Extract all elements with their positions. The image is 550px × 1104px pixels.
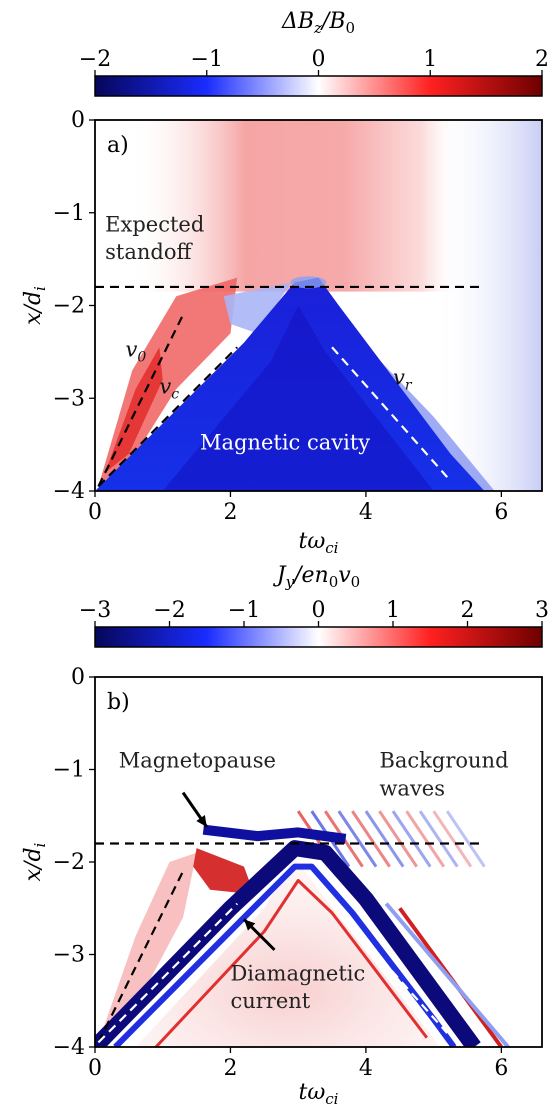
annotation: Magnetic cavity	[200, 430, 370, 454]
arrow-head	[196, 814, 207, 827]
annotation: waves	[379, 776, 445, 800]
x-tick-label: 0	[88, 1056, 102, 1081]
colorbar-tick-label: 2	[535, 47, 549, 72]
colorbar-b-gradient	[94, 626, 543, 648]
y-tick-label: −4	[53, 1035, 85, 1060]
panel-b: −3 −2 −1 0 1 2 3 Jy/en0v0 0 2 4 6 0 −1 −2 −3 −4 b) Mag…	[21, 563, 549, 1104]
y-tick-label: −1	[53, 758, 85, 783]
line-label: vc	[159, 375, 179, 403]
y-tick-label: −3	[53, 943, 85, 968]
panel-label-b: b)	[107, 690, 130, 715]
y-tick-label: −2	[53, 294, 85, 319]
line-label: v0	[125, 338, 146, 366]
y-tick-label: −3	[53, 386, 85, 411]
colorbar-tick-label: 3	[535, 598, 549, 623]
colorbar-tick-label: 1	[386, 598, 400, 623]
colorbar-tick-label: −1	[228, 598, 260, 623]
line-label: vr	[393, 365, 413, 393]
colorbar-a: −2 −1 0 1 2 ΔBz/B0	[79, 9, 549, 97]
colorbar-tick-label: 2	[461, 598, 475, 623]
y-axis-label-a: x/di	[21, 286, 49, 325]
annotation: Expected	[105, 212, 204, 236]
heatmap-a	[95, 120, 542, 491]
colorbar-a-gradient	[94, 75, 543, 97]
annotation: current	[230, 989, 310, 1013]
y-tick-label: −1	[53, 201, 85, 226]
y-tick-label: 0	[71, 108, 85, 133]
colorbar-tick-label: 1	[423, 47, 437, 72]
x-tick-label: 0	[88, 500, 102, 525]
heatmap-b	[95, 677, 542, 1047]
arrow-head	[244, 919, 256, 931]
x-axis-label-a: tωci	[299, 529, 339, 557]
dashed-line-3	[97, 902, 239, 1044]
colorbar-tick-label: −2	[153, 598, 185, 623]
colorbar-tick-label: −1	[191, 47, 223, 72]
panel-a: −2 −1 0 1 2 ΔBz/B0 0 2 4 6 0 −1 −2 −3 −4 a) Expected…	[21, 9, 549, 557]
x-tick-label: 2	[223, 1056, 237, 1081]
x-axis-label-b: tωci	[299, 1080, 339, 1104]
colorbar-b-label: Jy/en0v0	[273, 563, 360, 591]
y-tick-label: 0	[71, 665, 85, 690]
x-tick-label: 6	[494, 1056, 508, 1081]
y-tick-label: −2	[53, 850, 85, 875]
dashed-line-2	[97, 314, 185, 487]
x-tick-label: 2	[223, 500, 237, 525]
colorbar-b: −3 −2 −1 0 1 2 3 Jy/en0v0	[79, 563, 549, 648]
x-tick-label: 4	[359, 1056, 373, 1081]
annotation: Diamagnetic	[230, 961, 365, 985]
dashed-line-2	[97, 870, 185, 1043]
colorbar-tick-label: 0	[312, 47, 326, 72]
y-axis-label-b: x/di	[21, 842, 49, 881]
colorbar-a-label: ΔBz/B0	[281, 9, 355, 37]
colorbar-tick-label: −3	[79, 598, 111, 623]
dashed-line-3	[97, 346, 239, 488]
colorbar-tick-label: −2	[79, 47, 111, 72]
panel-label-a: a)	[107, 133, 129, 158]
annotation: Background	[379, 749, 508, 773]
x-tick-label: 4	[359, 500, 373, 525]
colorbar-tick-label: 0	[312, 598, 326, 623]
annotation: Magnetopause	[119, 749, 276, 773]
y-tick-label: −4	[53, 479, 85, 504]
annotation: standoff	[105, 240, 193, 264]
x-tick-label: 6	[494, 500, 508, 525]
